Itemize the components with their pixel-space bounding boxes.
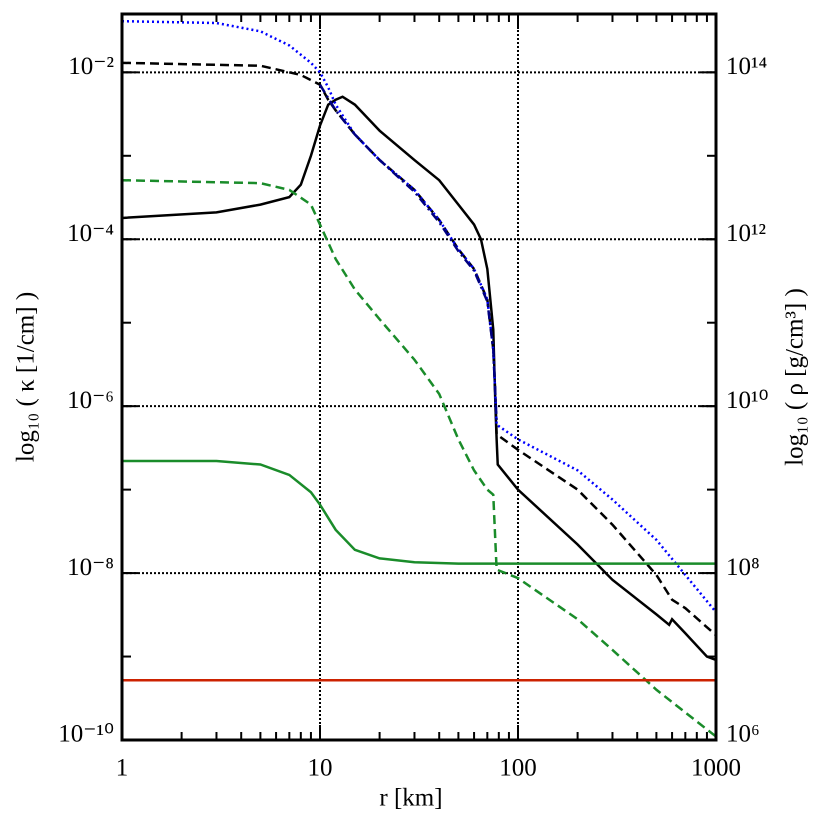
series-line	[122, 19, 716, 613]
y2-tick-label: 10¹²	[726, 220, 766, 247]
x-tick-label: 10	[308, 755, 333, 782]
series-line	[122, 95, 716, 662]
series-line	[122, 178, 716, 738]
y-tick-label: 10⁻⁶	[67, 387, 114, 414]
y2-tick-label: 10⁸	[726, 554, 760, 581]
series-line	[122, 459, 716, 565]
x-axis-label: r [km]	[379, 785, 442, 812]
y-tick-label: 10⁻²	[68, 53, 114, 80]
x-tick-label: 1000	[691, 755, 741, 782]
y2-tick-label: 10¹⁰	[726, 387, 769, 414]
y-tick-label: 10⁻⁸	[67, 554, 114, 581]
y-axis-label: log₁₀ ( κ [1/cm] )	[13, 292, 40, 462]
y2-axis-label: log₁₀ ( ρ [g/cm³] )	[782, 288, 809, 466]
series-line	[318, 84, 498, 422]
y-tick-label: 10⁻¹⁰	[58, 721, 114, 748]
plot-frame	[120, 12, 718, 742]
y-tick-label: 10⁻⁴	[67, 220, 114, 247]
y2-tick-label: 10⁶	[726, 721, 760, 748]
x-tick-label: 1	[116, 755, 129, 782]
y2-tick-label: 10¹⁴	[726, 53, 767, 80]
x-tick-label: 100	[499, 755, 537, 782]
series-line	[122, 61, 716, 637]
